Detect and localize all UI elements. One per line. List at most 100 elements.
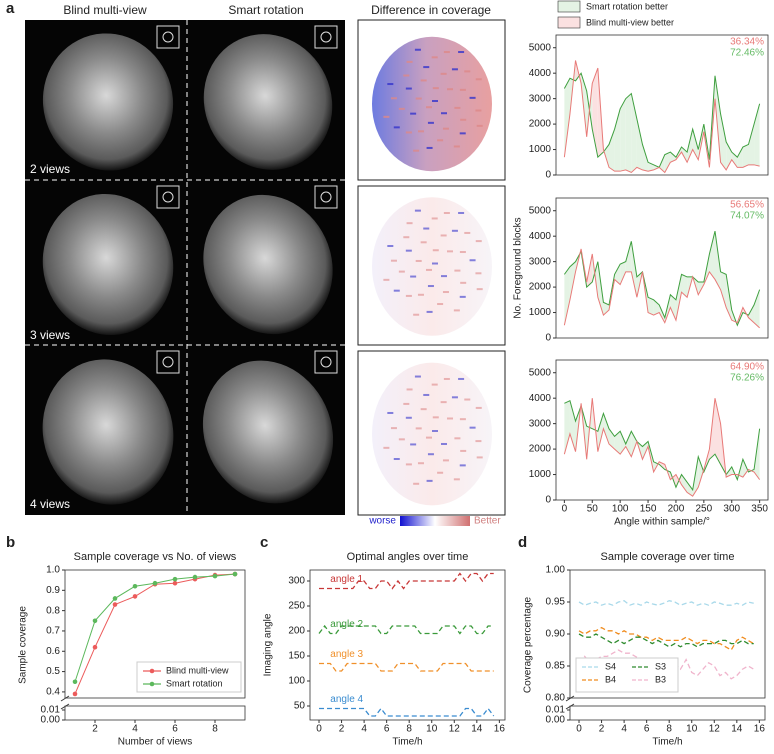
diff-speck [410,443,417,446]
diff-speck [475,440,482,443]
diff-speck [420,79,427,82]
difference-fill [720,113,727,170]
diff-speck [447,417,454,420]
diff-speck [453,478,460,481]
sample-image [42,359,174,505]
difference-fill [586,398,593,460]
y-tick-label: 0.00 [546,715,566,726]
diff-speck [458,377,465,380]
data-point [132,594,138,599]
x-tick-label: 12 [709,724,721,735]
data-point [132,583,138,589]
y-tick-label: 0 [545,170,551,181]
diff-speck [403,236,410,239]
diff-speck [393,289,400,292]
panel-label: a [6,0,15,17]
sample-image [202,360,334,504]
difference-fill [609,428,615,450]
diff-speck [440,401,447,404]
difference-fill [715,75,721,163]
diff-speck [460,449,467,452]
diff-speck [432,262,438,265]
plot-frame [555,359,769,501]
difference-fill [625,431,632,457]
diff-speck [405,463,412,466]
view-icon [162,191,174,203]
difference-fill [681,474,688,493]
x-tick-label: 350 [751,504,768,515]
difference-fill [670,152,676,163]
legend-label: Blind multi-view better [586,17,674,27]
diff-speck [413,149,420,152]
colorbar-high: Better [474,516,501,527]
diff-speck [432,100,438,102]
diff-speck [427,121,434,124]
y-tick-label: 0.8 [46,605,60,616]
diff-speck [443,51,450,54]
sample-image [203,34,333,170]
difference-fill [715,231,721,290]
diff-speck [443,212,450,215]
diff-speck [390,427,397,430]
diff-speck [383,115,390,118]
series-line [564,400,761,492]
y-tick-label: 4000 [529,68,552,79]
diff-speck [406,388,413,391]
difference-fill [726,141,732,170]
diff-speck [476,124,483,127]
difference-fill [653,164,660,170]
diff-speck [393,458,400,461]
view-icon [320,356,332,368]
diff-map [372,362,492,506]
series-line [563,60,760,174]
diff-speck [405,249,412,252]
x-tick-label: 150 [640,504,657,515]
diff-speck [403,402,410,405]
difference-fill [737,147,743,168]
diff-speck [425,106,432,109]
chart-title: Sample coverage vs No. of views [74,551,237,563]
difference-fill [564,400,570,455]
x-tick-label: 200 [668,504,685,515]
view-icon [162,356,174,368]
diff-speck [475,406,482,409]
diff-speck [414,48,421,51]
annotation: 64.90% [730,362,764,373]
difference-fill [636,119,643,170]
y-tick-label: 0 [545,333,551,344]
diff-speck [417,130,424,133]
diff-speck [440,234,447,237]
y-tick-label: 0.01 [546,705,566,716]
diff-speck [398,270,405,273]
y-tick-label: 0.00 [41,715,61,726]
diff-speck [410,275,417,278]
series-line [563,398,761,497]
difference-fill [625,93,632,173]
data-point [72,691,78,697]
difference-fill [620,98,626,172]
diff-speck [469,96,476,99]
series-line [563,72,761,169]
x-tick-label: 12 [449,724,461,735]
diff-speck [432,87,439,90]
legend-label: B3 [655,674,666,684]
column-title: Difference in coverage [371,3,491,17]
diff-speck [387,245,394,248]
diff-speck [405,131,412,134]
diff-speck [475,272,482,275]
diff-speck [427,285,434,288]
diff-speck [437,303,444,306]
diff-speck [423,393,430,396]
view-icon [320,191,332,203]
y-tick-label: 0.80 [546,693,566,704]
view-icon [156,350,180,374]
difference-fill [715,398,721,465]
diff-speck [415,259,422,262]
legend-label: S4 [605,661,616,671]
diff-speck [387,411,394,414]
axis-break [60,695,70,710]
y-tick-label: 0.90 [546,629,566,640]
difference-fill [642,144,649,172]
data-point [92,644,98,650]
